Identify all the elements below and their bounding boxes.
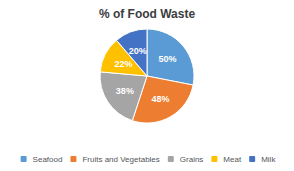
svg-text:Meat: Meat	[223, 155, 242, 164]
svg-text:22%: 22%	[114, 59, 132, 69]
svg-text:Seafood: Seafood	[33, 155, 63, 164]
svg-text:48%: 48%	[151, 94, 169, 104]
svg-text:Grains: Grains	[180, 155, 204, 164]
svg-text:20%: 20%	[129, 46, 147, 56]
svg-text:% of Food Waste: % of Food Waste	[99, 7, 196, 21]
svg-text:38%: 38%	[116, 86, 134, 96]
svg-text:Fruits and Vegetables: Fruits and Vegetables	[82, 155, 159, 164]
svg-text:50%: 50%	[158, 54, 176, 64]
svg-text:Milk: Milk	[261, 155, 276, 164]
